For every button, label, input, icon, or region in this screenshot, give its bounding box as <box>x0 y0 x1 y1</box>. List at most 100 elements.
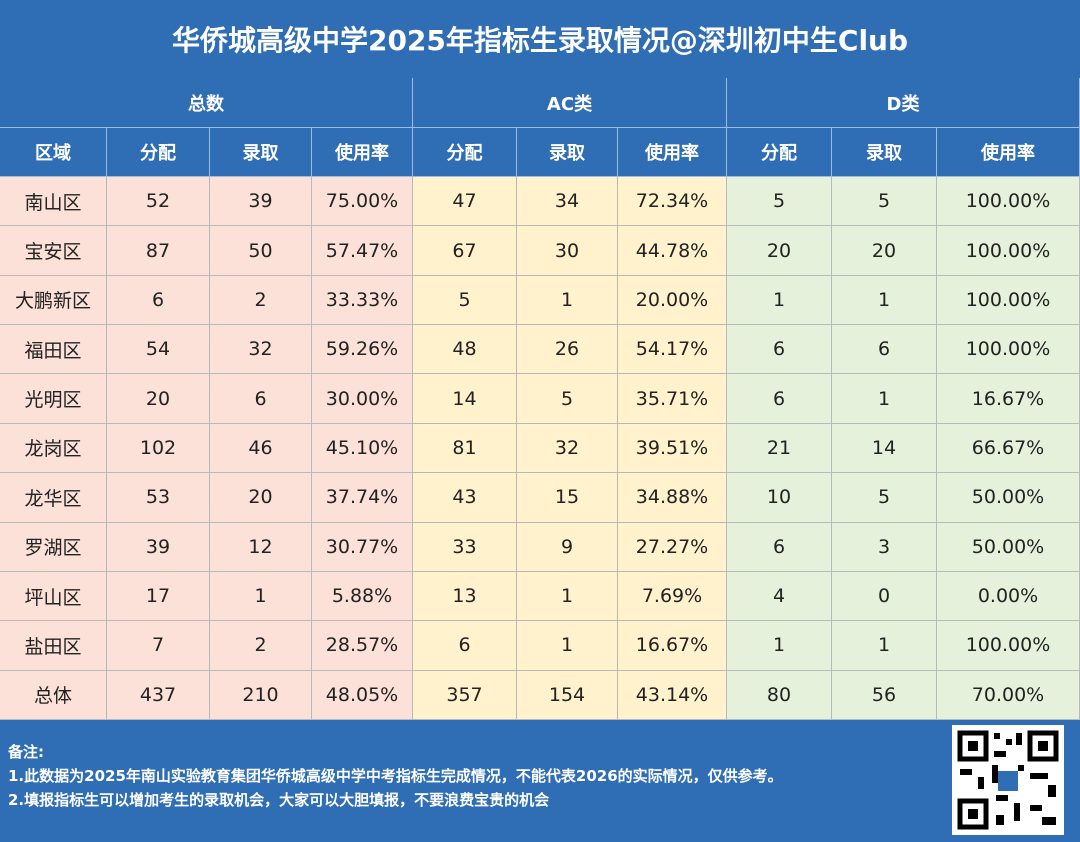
table-cell: 54 <box>107 325 210 375</box>
column-header: 使用率 <box>312 128 413 177</box>
table-cell: 1 <box>832 275 937 326</box>
group-header: D类 <box>727 78 1080 128</box>
table-cell: 30.77% <box>312 522 413 572</box>
table-cell: 3 <box>832 522 937 572</box>
table-cell: 6 <box>832 325 937 375</box>
column-header: 分配 <box>413 128 517 177</box>
note-line: 2.填报指标生可以增加考生的录取机会，大家可以大胆填报，不要浪费宝贵的机会 <box>8 791 550 809</box>
row-label: 坪山区 <box>0 571 107 622</box>
table-cell: 20 <box>727 226 832 276</box>
table-cell: 437 <box>107 670 210 720</box>
table-cell: 33.33% <box>312 275 413 326</box>
table-cell: 357 <box>413 670 517 720</box>
table-cell: 0.00% <box>937 571 1080 622</box>
table-cell: 39 <box>210 177 312 227</box>
table-cell: 70.00% <box>937 670 1080 720</box>
table-cell: 39 <box>107 522 210 572</box>
table-cell: 32 <box>210 325 312 375</box>
row-label: 福田区 <box>0 325 107 375</box>
table-cell: 6 <box>107 275 210 326</box>
column-header: 使用率 <box>937 128 1080 177</box>
table-cell: 37.74% <box>312 473 413 523</box>
row-label: 盐田区 <box>0 621 107 671</box>
table-cell: 1 <box>832 374 937 424</box>
table-cell: 5 <box>727 177 832 227</box>
table-cell: 210 <box>210 670 312 720</box>
row-label: 南山区 <box>0 177 107 227</box>
table-cell: 50.00% <box>937 473 1080 523</box>
table-cell: 20 <box>107 374 210 424</box>
table-cell: 48.05% <box>312 670 413 720</box>
table-cell: 72.34% <box>618 177 727 227</box>
table-cell: 50.00% <box>937 522 1080 572</box>
table-cell: 100.00% <box>937 325 1080 375</box>
table-cell: 14 <box>832 423 937 474</box>
row-label: 大鹏新区 <box>0 275 107 326</box>
table-cell: 6 <box>210 374 312 424</box>
table-cell: 7.69% <box>618 571 727 622</box>
table-cell: 30.00% <box>312 374 413 424</box>
table-cell: 0 <box>832 571 937 622</box>
table-cell: 13 <box>413 571 517 622</box>
table-cell: 100.00% <box>937 226 1080 276</box>
table-cell: 54.17% <box>618 325 727 375</box>
note-line: 1.此数据为2025年南山实验教育集团华侨城高级中学中考指标生完成情况，不能代表… <box>8 767 783 785</box>
table-cell: 9 <box>517 522 618 572</box>
table-cell: 100.00% <box>937 275 1080 326</box>
table-cell: 87 <box>107 226 210 276</box>
notes-label: 备注: <box>8 743 44 761</box>
table-cell: 20.00% <box>618 275 727 326</box>
table-cell: 1 <box>832 621 937 671</box>
column-header: 分配 <box>727 128 832 177</box>
table-cell: 47 <box>413 177 517 227</box>
table-cell: 1 <box>727 275 832 326</box>
table-cell: 20 <box>210 473 312 523</box>
table-cell: 27.27% <box>618 522 727 572</box>
table-cell: 1 <box>210 571 312 622</box>
table-cell: 5 <box>832 473 937 523</box>
table-cell: 16.67% <box>618 621 727 671</box>
column-header: 录取 <box>517 128 618 177</box>
column-header: 录取 <box>210 128 312 177</box>
table-cell: 67 <box>413 226 517 276</box>
table-cell: 14 <box>413 374 517 424</box>
table-cell: 4 <box>727 571 832 622</box>
table-cell: 7 <box>107 621 210 671</box>
table-cell: 6 <box>727 325 832 375</box>
table-cell: 43.14% <box>618 670 727 720</box>
table-cell: 2 <box>210 621 312 671</box>
column-header: 使用率 <box>618 128 727 177</box>
notes: 备注: 1.此数据为2025年南山实验教育集团华侨城高级中学中考指标生完成情况，… <box>8 740 783 812</box>
table-cell: 80 <box>727 670 832 720</box>
table-cell: 20 <box>832 226 937 276</box>
column-header: 录取 <box>832 128 937 177</box>
table-cell: 46 <box>210 423 312 474</box>
table-cell: 45.10% <box>312 423 413 474</box>
table-cell: 48 <box>413 325 517 375</box>
table-cell: 17 <box>107 571 210 622</box>
table-cell: 15 <box>517 473 618 523</box>
table-cell: 5.88% <box>312 571 413 622</box>
table-cell: 5 <box>832 177 937 227</box>
table-cell: 154 <box>517 670 618 720</box>
group-header: AC类 <box>413 78 727 128</box>
table-cell: 5 <box>517 374 618 424</box>
column-header: 区域 <box>0 128 107 177</box>
table-cell: 56 <box>832 670 937 720</box>
table-cell: 30 <box>517 226 618 276</box>
table-cell: 1 <box>517 275 618 326</box>
table-cell: 12 <box>210 522 312 572</box>
table-cell: 10 <box>727 473 832 523</box>
table-cell: 16.67% <box>937 374 1080 424</box>
row-label: 龙华区 <box>0 473 107 523</box>
table-cell: 39.51% <box>618 423 727 474</box>
table-cell: 34.88% <box>618 473 727 523</box>
table-cell: 100.00% <box>937 177 1080 227</box>
table-cell: 1 <box>517 571 618 622</box>
row-label: 罗湖区 <box>0 522 107 572</box>
table-cell: 75.00% <box>312 177 413 227</box>
table-cell: 21 <box>727 423 832 474</box>
qr-code <box>952 725 1064 835</box>
table-cell: 102 <box>107 423 210 474</box>
table-cell: 57.47% <box>312 226 413 276</box>
